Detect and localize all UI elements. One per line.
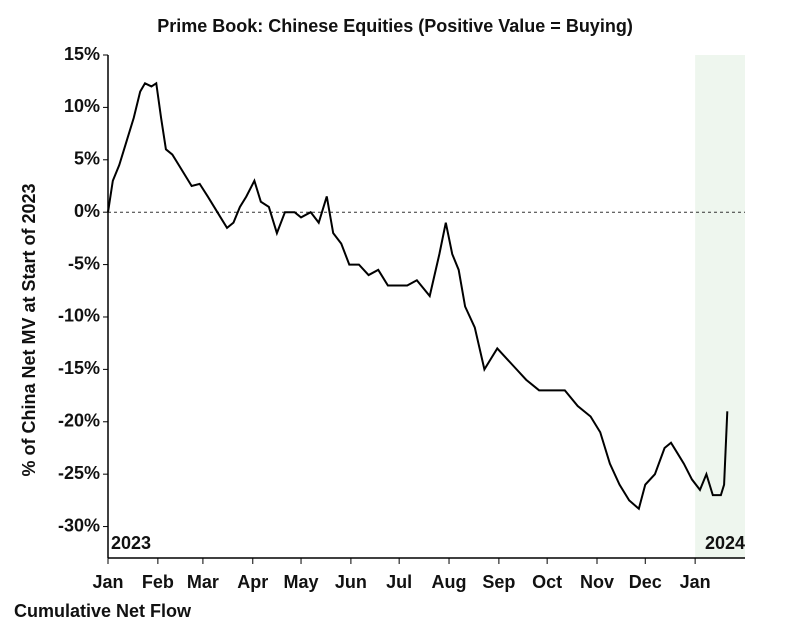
x-tick-label: Apr	[237, 572, 268, 592]
x-tick-label: Jul	[386, 572, 412, 592]
y-tick-label: -20%	[58, 411, 100, 431]
y-tick-label: 10%	[64, 96, 100, 116]
line	[107, 81, 729, 511]
x-tick-label: Jun	[335, 572, 367, 592]
y-tick-label: -5%	[68, 253, 100, 273]
annotation: 2024	[705, 533, 745, 553]
y-tick-label: -15%	[58, 358, 100, 378]
x-tick-label: Sep	[482, 572, 515, 592]
x-tick-label: Nov	[580, 572, 614, 592]
shaded-region	[695, 55, 745, 558]
x-tick-label: Aug	[432, 572, 467, 592]
x-tick-label: Mar	[187, 572, 219, 592]
annotation: 2023	[111, 533, 151, 553]
y-tick-label: -10%	[58, 306, 100, 326]
y-tick-label: -30%	[58, 515, 100, 535]
x-tick-label: Feb	[142, 572, 174, 592]
x-tick-label: May	[284, 572, 319, 592]
y-tick-label: 5%	[74, 149, 100, 169]
x-tick-label: Jan	[680, 572, 711, 592]
y-tick-label: 15%	[64, 44, 100, 64]
x-tick-label: Jan	[92, 572, 123, 592]
chart-title: Prime Book: Chinese Equities (Positive V…	[157, 16, 633, 36]
y-axis-label: % of China Net MV at Start of 2023	[19, 183, 39, 476]
footer: Cumulative Net Flow	[14, 601, 192, 621]
y-tick-label: -25%	[58, 463, 100, 483]
x-tick-label: Dec	[629, 572, 662, 592]
y-tick-label: 0%	[74, 201, 100, 221]
x-tick-label: Oct	[532, 572, 562, 592]
